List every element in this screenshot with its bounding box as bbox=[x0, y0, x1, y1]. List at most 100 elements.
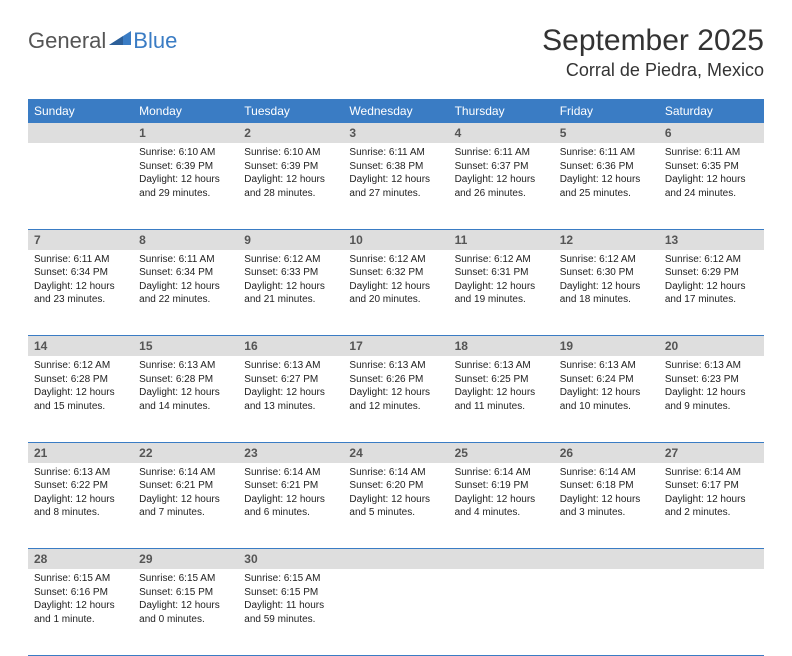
day-number: 15 bbox=[133, 336, 238, 357]
content-row: Sunrise: 6:15 AMSunset: 6:16 PM Daylight:… bbox=[28, 569, 764, 655]
daylight-text: Daylight: 12 hours and 24 minutes. bbox=[665, 173, 758, 200]
daylight-text: Daylight: 12 hours and 7 minutes. bbox=[139, 493, 232, 520]
daylight-text: Daylight: 12 hours and 13 minutes. bbox=[244, 386, 337, 413]
day-cell: Sunrise: 6:13 AMSunset: 6:28 PMDaylight:… bbox=[133, 356, 238, 442]
content-row: Sunrise: 6:12 AMSunset: 6:28 PMDaylight:… bbox=[28, 356, 764, 442]
day-number: 10 bbox=[343, 229, 448, 250]
day-cell-content: Sunrise: 6:13 AMSunset: 6:23 PMDaylight:… bbox=[659, 356, 764, 419]
day-cell: Sunrise: 6:15 AMSunset: 6:16 PMDaylight:… bbox=[28, 569, 133, 655]
sunset-text: Sunset: 6:38 PM bbox=[349, 160, 442, 174]
day-number: 14 bbox=[28, 336, 133, 357]
day-cell-content: Sunrise: 6:12 AMSunset: 6:30 PMDaylight:… bbox=[554, 250, 659, 313]
logo-triangle-icon bbox=[109, 31, 131, 45]
day-cell: Sunrise: 6:14 AMSunset: 6:20 PMDaylight:… bbox=[343, 463, 448, 549]
daylight-text: Daylight: 11 hours and 59 minutes. bbox=[244, 599, 337, 626]
day-cell: Sunrise: 6:11 AMSunset: 6:35 PMDaylight:… bbox=[659, 143, 764, 229]
sunset-text: Sunset: 6:33 PM bbox=[244, 266, 337, 280]
day-number: 30 bbox=[238, 549, 343, 570]
daylight-text: Daylight: 12 hours and 0 minutes. bbox=[139, 599, 232, 626]
day-cell: Sunrise: 6:12 AMSunset: 6:30 PMDaylight:… bbox=[554, 250, 659, 336]
sunrise-text: Sunrise: 6:14 AM bbox=[455, 466, 548, 480]
day-number bbox=[554, 549, 659, 570]
day-number: 12 bbox=[554, 229, 659, 250]
daylight-text: Daylight: 12 hours and 19 minutes. bbox=[455, 280, 548, 307]
day-cell-content: Sunrise: 6:12 AMSunset: 6:33 PMDaylight:… bbox=[238, 250, 343, 313]
sunset-text: Sunset: 6:39 PM bbox=[139, 160, 232, 174]
sunrise-text: Sunrise: 6:15 AM bbox=[34, 572, 127, 586]
day-cell: Sunrise: 6:13 AMSunset: 6:26 PMDaylight:… bbox=[343, 356, 448, 442]
weekday-header: Sunday bbox=[28, 99, 133, 123]
day-cell-content: Sunrise: 6:13 AMSunset: 6:26 PMDaylight:… bbox=[343, 356, 448, 419]
day-cell-content: Sunrise: 6:10 AMSunset: 6:39 PMDaylight:… bbox=[133, 143, 238, 206]
day-cell: Sunrise: 6:12 AMSunset: 6:31 PMDaylight:… bbox=[449, 250, 554, 336]
calendar-table: SundayMondayTuesdayWednesdayThursdayFrid… bbox=[28, 99, 764, 656]
daylight-text: Daylight: 12 hours and 23 minutes. bbox=[34, 280, 127, 307]
daylight-text: Daylight: 12 hours and 29 minutes. bbox=[139, 173, 232, 200]
logo-text-blue: Blue bbox=[133, 28, 177, 54]
sunrise-text: Sunrise: 6:13 AM bbox=[560, 359, 653, 373]
day-cell-content: Sunrise: 6:11 AMSunset: 6:36 PMDaylight:… bbox=[554, 143, 659, 206]
day-cell-content: Sunrise: 6:14 AMSunset: 6:19 PMDaylight:… bbox=[449, 463, 554, 526]
day-cell-content: Sunrise: 6:15 AMSunset: 6:15 PMDaylight:… bbox=[238, 569, 343, 632]
daylight-text: Daylight: 12 hours and 28 minutes. bbox=[244, 173, 337, 200]
day-number: 28 bbox=[28, 549, 133, 570]
daylight-text: Daylight: 12 hours and 12 minutes. bbox=[349, 386, 442, 413]
day-cell: Sunrise: 6:14 AMSunset: 6:19 PMDaylight:… bbox=[449, 463, 554, 549]
day-cell: Sunrise: 6:11 AMSunset: 6:34 PMDaylight:… bbox=[28, 250, 133, 336]
weekday-header: Monday bbox=[133, 99, 238, 123]
daylight-text: Daylight: 12 hours and 6 minutes. bbox=[244, 493, 337, 520]
daylight-text: Daylight: 12 hours and 21 minutes. bbox=[244, 280, 337, 307]
day-number bbox=[343, 549, 448, 570]
sunrise-text: Sunrise: 6:14 AM bbox=[349, 466, 442, 480]
daylight-text: Daylight: 12 hours and 25 minutes. bbox=[560, 173, 653, 200]
day-cell: Sunrise: 6:15 AMSunset: 6:15 PMDaylight:… bbox=[133, 569, 238, 655]
day-number: 13 bbox=[659, 229, 764, 250]
day-cell-content: Sunrise: 6:14 AMSunset: 6:20 PMDaylight:… bbox=[343, 463, 448, 526]
daylight-text: Daylight: 12 hours and 10 minutes. bbox=[560, 386, 653, 413]
sunset-text: Sunset: 6:18 PM bbox=[560, 479, 653, 493]
day-cell-content: Sunrise: 6:14 AMSunset: 6:21 PMDaylight:… bbox=[133, 463, 238, 526]
day-cell-content: Sunrise: 6:15 AMSunset: 6:15 PMDaylight:… bbox=[133, 569, 238, 632]
day-cell-content: Sunrise: 6:12 AMSunset: 6:31 PMDaylight:… bbox=[449, 250, 554, 313]
weekday-header: Thursday bbox=[449, 99, 554, 123]
day-cell-content: Sunrise: 6:12 AMSunset: 6:28 PMDaylight:… bbox=[28, 356, 133, 419]
day-number: 18 bbox=[449, 336, 554, 357]
sunrise-text: Sunrise: 6:12 AM bbox=[349, 253, 442, 267]
day-cell: Sunrise: 6:13 AMSunset: 6:23 PMDaylight:… bbox=[659, 356, 764, 442]
sunset-text: Sunset: 6:34 PM bbox=[34, 266, 127, 280]
day-number: 24 bbox=[343, 442, 448, 463]
day-number: 5 bbox=[554, 123, 659, 143]
day-cell: Sunrise: 6:13 AMSunset: 6:24 PMDaylight:… bbox=[554, 356, 659, 442]
day-cell: Sunrise: 6:12 AMSunset: 6:28 PMDaylight:… bbox=[28, 356, 133, 442]
sunset-text: Sunset: 6:22 PM bbox=[34, 479, 127, 493]
day-cell-content: Sunrise: 6:14 AMSunset: 6:18 PMDaylight:… bbox=[554, 463, 659, 526]
content-row: Sunrise: 6:10 AMSunset: 6:39 PMDaylight:… bbox=[28, 143, 764, 229]
daynum-row: 282930 bbox=[28, 549, 764, 570]
sunset-text: Sunset: 6:28 PM bbox=[34, 373, 127, 387]
sunrise-text: Sunrise: 6:13 AM bbox=[349, 359, 442, 373]
day-cell: Sunrise: 6:12 AMSunset: 6:33 PMDaylight:… bbox=[238, 250, 343, 336]
content-row: Sunrise: 6:11 AMSunset: 6:34 PMDaylight:… bbox=[28, 250, 764, 336]
day-cell: Sunrise: 6:11 AMSunset: 6:37 PMDaylight:… bbox=[449, 143, 554, 229]
day-cell: Sunrise: 6:11 AMSunset: 6:36 PMDaylight:… bbox=[554, 143, 659, 229]
day-cell: Sunrise: 6:13 AMSunset: 6:25 PMDaylight:… bbox=[449, 356, 554, 442]
daynum-row: 21222324252627 bbox=[28, 442, 764, 463]
day-cell-content: Sunrise: 6:13 AMSunset: 6:25 PMDaylight:… bbox=[449, 356, 554, 419]
sunrise-text: Sunrise: 6:14 AM bbox=[139, 466, 232, 480]
day-number: 1 bbox=[133, 123, 238, 143]
weekday-header: Wednesday bbox=[343, 99, 448, 123]
daylight-text: Daylight: 12 hours and 9 minutes. bbox=[665, 386, 758, 413]
sunset-text: Sunset: 6:26 PM bbox=[349, 373, 442, 387]
day-cell: Sunrise: 6:10 AMSunset: 6:39 PMDaylight:… bbox=[238, 143, 343, 229]
day-number: 23 bbox=[238, 442, 343, 463]
day-number: 19 bbox=[554, 336, 659, 357]
day-number: 16 bbox=[238, 336, 343, 357]
sunrise-text: Sunrise: 6:11 AM bbox=[665, 146, 758, 160]
weekday-header: Saturday bbox=[659, 99, 764, 123]
day-number: 8 bbox=[133, 229, 238, 250]
sunset-text: Sunset: 6:30 PM bbox=[560, 266, 653, 280]
sunrise-text: Sunrise: 6:13 AM bbox=[665, 359, 758, 373]
sunset-text: Sunset: 6:16 PM bbox=[34, 586, 127, 600]
day-number: 29 bbox=[133, 549, 238, 570]
sunrise-text: Sunrise: 6:10 AM bbox=[139, 146, 232, 160]
